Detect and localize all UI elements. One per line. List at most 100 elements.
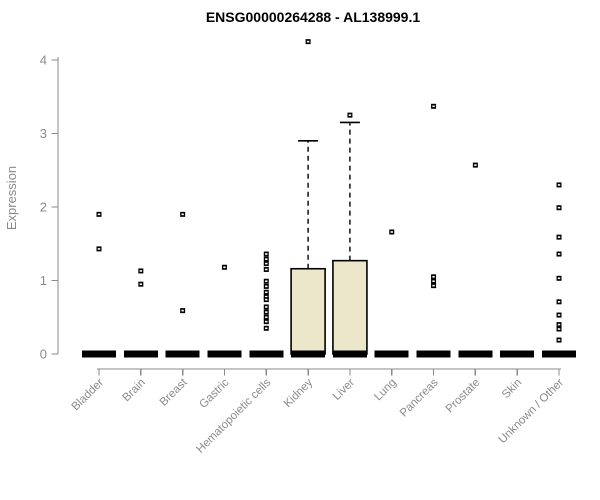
median-bar (500, 350, 535, 358)
x-tick-label: Brain (120, 377, 147, 404)
outlier-point (263, 325, 269, 331)
x-tick-label: Bladder (70, 377, 107, 414)
outlier-point (263, 314, 269, 320)
outlier-square-hole (557, 184, 561, 186)
median-bar (207, 350, 242, 358)
x-tick-label: Pancreas (398, 376, 441, 419)
outlier-point (556, 275, 562, 281)
outlier-point (431, 274, 437, 280)
box-rect (290, 267, 326, 355)
box-group (458, 350, 493, 358)
axes: 0 1 2 3 4 Bladder Brain Breast GastricHematopoie… (40, 53, 566, 456)
outlier-square-hole (557, 253, 561, 255)
outlier-square-hole (265, 311, 268, 313)
outlier-point (431, 103, 437, 109)
outlier-point (138, 268, 144, 274)
outlier-point (96, 246, 102, 252)
outlier-square-hole (265, 295, 268, 298)
outlier-square-hole (181, 309, 184, 312)
box-group (207, 350, 242, 358)
outlier-point (556, 326, 562, 332)
median-bar (82, 350, 116, 358)
outlier-square-hole (265, 280, 268, 283)
outlier-square-hole (265, 316, 268, 319)
box-group (249, 350, 284, 358)
y-tick-label: 2 (40, 200, 47, 215)
outlier-square-hole (432, 276, 435, 278)
outlier-square-hole (223, 266, 226, 269)
median-bar (332, 350, 367, 358)
x-tick-label: Liver (331, 377, 357, 403)
outlier-square-hole (557, 236, 561, 238)
y-tick-label: 4 (40, 53, 47, 68)
outlier-square-hole (557, 277, 561, 280)
outlier-square-hole (139, 270, 143, 272)
outlier-point (96, 211, 102, 217)
outlier-square-hole (432, 105, 435, 108)
outlier-square-hole (474, 164, 477, 166)
outlier-square-hole (557, 206, 561, 209)
x-tick-label: Gastric (197, 376, 231, 410)
outlier-point (180, 211, 186, 217)
outlier-point (556, 251, 562, 257)
outlier-square-hole (265, 285, 268, 288)
outlier-point (263, 256, 269, 262)
outlier-point (263, 266, 269, 272)
x-tick-label: Kidney (282, 376, 316, 410)
outlier-point (389, 229, 395, 235)
outlier-square-hole (265, 320, 268, 323)
outlier-point (263, 278, 269, 284)
outlier-square-hole (97, 248, 101, 250)
outlier-square-hole (265, 253, 268, 255)
outlier-square-hole (265, 258, 268, 260)
outlier-point (263, 261, 269, 267)
x-tick-label: Hematopoietic cells (194, 376, 273, 455)
chart-title: ENSG00000264288 - AL138999.1 (206, 9, 421, 25)
outlier-point (221, 264, 227, 270)
box-group (542, 350, 577, 358)
box-group (332, 121, 368, 358)
x-tick-label: Prostate (444, 377, 483, 416)
outlier-point (138, 281, 144, 287)
y-tick-label: 3 (40, 126, 47, 141)
outlier-square-hole (265, 327, 268, 330)
outlier-point (556, 182, 562, 188)
outlier-square-hole (432, 280, 435, 283)
outlier-square-hole (97, 213, 101, 216)
y-tick-label: 1 (40, 273, 47, 288)
outlier-point (263, 309, 269, 315)
box-group (165, 350, 200, 358)
box-group (416, 350, 451, 358)
outlier-point (556, 322, 562, 328)
outlier-square-hole (348, 114, 352, 116)
median-bar (165, 350, 200, 358)
x-tick-label: Breast (158, 376, 191, 409)
box-group (500, 350, 535, 358)
outlier-point (431, 283, 437, 289)
median-bar (374, 350, 409, 358)
outlier-point (263, 289, 269, 295)
outlier-square-hole (265, 262, 268, 265)
outlier-square-hole (265, 298, 268, 301)
median-bar (416, 350, 451, 358)
outlier-point (556, 234, 562, 240)
outlier-point (556, 205, 562, 211)
box-rect (332, 259, 368, 355)
outlier-square-hole (390, 231, 393, 233)
outlier-square-hole (265, 291, 268, 294)
outlier-square-hole (557, 328, 561, 330)
outlier-square-hole (557, 314, 561, 316)
outlier-square-hole (557, 301, 561, 303)
outlier-square-hole (306, 40, 310, 43)
outlier-square-hole (557, 323, 561, 326)
outlier-point (263, 283, 269, 289)
outlier-point (472, 162, 478, 168)
outlier-point (431, 278, 437, 284)
outlier-square-hole (432, 284, 435, 287)
outlier-square-hole (181, 213, 184, 216)
x-tick-label: Lung (372, 377, 399, 404)
box-group (123, 350, 158, 358)
outlier-point (556, 337, 562, 343)
outlier-point (263, 251, 269, 257)
